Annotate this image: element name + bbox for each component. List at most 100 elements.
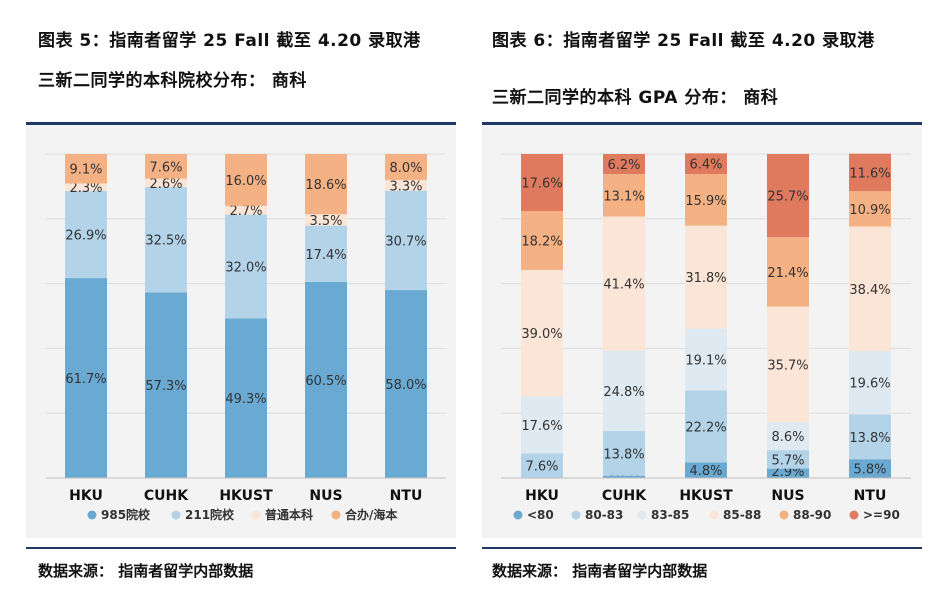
bar-segment xyxy=(849,191,891,227)
legend-marker xyxy=(779,510,789,520)
x-tick-label: HKU xyxy=(525,488,559,504)
bar-segment xyxy=(305,154,347,215)
data-label: 10.9% xyxy=(849,203,890,218)
bar-segment xyxy=(849,414,891,460)
legend-marker xyxy=(637,510,647,520)
bar-segment xyxy=(603,154,645,175)
bar-segment xyxy=(685,174,727,226)
data-label: 13.1% xyxy=(603,189,644,204)
x-tick-label: HKUST xyxy=(679,488,733,504)
data-label: 41.4% xyxy=(603,278,644,293)
legend-marker xyxy=(251,510,261,520)
data-label: 35.7% xyxy=(767,358,808,373)
data-label: 17.4% xyxy=(305,248,346,263)
data-label: 19.1% xyxy=(685,354,726,369)
bar-segment xyxy=(685,390,727,463)
data-label: 49.3% xyxy=(225,392,266,407)
bar-segment xyxy=(145,178,187,188)
x-tick-label: CUHK xyxy=(144,488,189,504)
bar-segment xyxy=(849,350,891,415)
legend-entry: <80 xyxy=(527,508,554,522)
data-label: 19.6% xyxy=(849,377,890,392)
bar-segment xyxy=(225,214,267,319)
bar-segment xyxy=(603,431,645,476)
bottom-divider xyxy=(26,547,456,549)
data-label: 6.4% xyxy=(689,157,722,172)
bar-segment xyxy=(767,450,809,469)
bar-segment xyxy=(521,453,563,478)
legend-marker xyxy=(513,510,523,520)
data-label: 24.8% xyxy=(603,385,644,400)
data-label: 22.2% xyxy=(685,420,726,435)
bar-segment xyxy=(767,422,809,451)
bar-segment xyxy=(145,187,187,293)
bar-segment xyxy=(385,179,427,191)
bar-segment xyxy=(767,237,809,307)
x-tick-label: NUS xyxy=(771,488,804,504)
data-source: 数据来源： 指南者留学内部数据 xyxy=(38,562,254,580)
data-label: 4.8% xyxy=(689,464,722,479)
data-label: 11.6% xyxy=(849,166,890,181)
data-label: 2.9% xyxy=(771,465,804,480)
data-label: 8.0% xyxy=(389,161,422,176)
legend-entry: >=90 xyxy=(863,508,900,522)
data-label: 31.8% xyxy=(685,271,726,286)
bar-segment xyxy=(65,190,107,279)
data-label: 32.0% xyxy=(225,260,266,275)
data-label: 61.7% xyxy=(65,372,106,387)
data-label: 6.2% xyxy=(607,158,640,173)
data-label: 8.6% xyxy=(771,430,804,445)
bar-segment xyxy=(849,459,891,478)
bar-segment xyxy=(767,154,809,238)
legend-entry: 合办/海本 xyxy=(345,507,397,522)
chart-title-line-2: 三新二同学的本科院校分布： 商科 xyxy=(38,71,307,91)
data-label: 3.5% xyxy=(309,214,342,229)
data-label: 32.5% xyxy=(145,234,186,249)
data-label: 60.5% xyxy=(305,374,346,389)
legend-marker xyxy=(87,510,97,520)
bar-segment xyxy=(685,462,727,478)
data-label: 18.6% xyxy=(305,178,346,193)
data-label: 5.7% xyxy=(771,453,804,468)
chart-title-line-1: 图表 5：指南者留学 25 Fall 截至 4.20 录取港 xyxy=(38,31,421,51)
data-label: 7.6% xyxy=(525,460,558,475)
legend-marker xyxy=(171,510,181,520)
data-label: 3.3% xyxy=(389,179,422,194)
data-label: 38.4% xyxy=(849,283,890,298)
legend-entry: 985院校 xyxy=(101,507,151,522)
top-divider xyxy=(482,122,922,125)
bar-segment xyxy=(225,205,267,215)
bar-segment xyxy=(65,183,107,191)
data-label: 26.9% xyxy=(65,229,106,244)
bar-segment xyxy=(385,290,427,478)
bar-segment xyxy=(145,292,187,478)
bar-segment xyxy=(225,154,267,206)
bar-segment xyxy=(225,318,267,478)
bar-segment xyxy=(603,475,645,478)
bar-segment xyxy=(849,226,891,351)
legend-entry: 83-85 xyxy=(651,508,689,522)
stacked-bar-chart-school: 61.7% 26.9% 2.3% 9.1% HKU 57.3% 32.5% 2.6% 7.6% C… xyxy=(46,153,446,522)
chart-panel-gpa: 图表 6：指南者留学 25 Fall 截至 4.20 录取港 三新二同学的本科 … xyxy=(476,0,952,591)
bar-segment xyxy=(521,211,563,270)
legend-marker xyxy=(849,510,859,520)
data-label: 13.8% xyxy=(849,431,890,446)
data-label: 58.0% xyxy=(385,378,426,393)
stacked-bar-chart-gpa: 7.6%17.6%39.0%18.2%17.6%HKU0.7%13.8%24.8… xyxy=(501,153,911,522)
data-label: 2.7% xyxy=(229,204,262,219)
bar-segment xyxy=(521,154,563,212)
legend-marker xyxy=(571,510,581,520)
data-label: 57.3% xyxy=(145,379,186,394)
data-label: 13.8% xyxy=(603,447,644,462)
bar-segment xyxy=(767,468,809,478)
data-label: 30.7% xyxy=(385,234,426,249)
bar-segment xyxy=(849,153,891,192)
bar-segment xyxy=(65,278,107,478)
bar-segment xyxy=(767,306,809,423)
data-label: 15.9% xyxy=(685,194,726,209)
bar-segment xyxy=(603,216,645,351)
data-label: 39.0% xyxy=(521,327,562,342)
legend-entry: 211院校 xyxy=(185,507,235,522)
data-label: 7.6% xyxy=(149,160,182,175)
bar-segment xyxy=(305,225,347,282)
